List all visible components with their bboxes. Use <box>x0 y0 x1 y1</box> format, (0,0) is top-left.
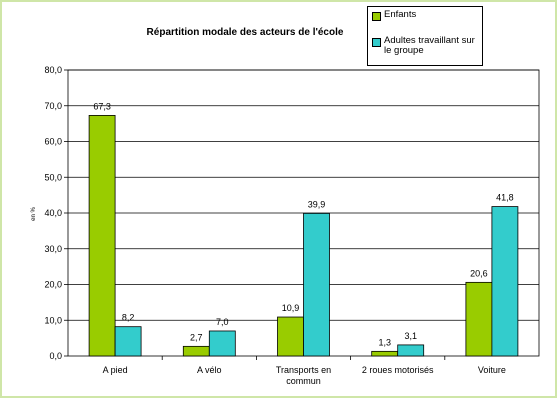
y-tick-label: 10,0 <box>44 315 62 325</box>
data-label: 41,8 <box>496 193 514 203</box>
legend-label-adultes: Adultes travaillant sur le groupe <box>384 36 484 56</box>
x-tick-label: Transports en <box>276 365 331 375</box>
bar <box>209 331 235 356</box>
y-tick-label: 30,0 <box>44 244 62 254</box>
data-label: 39,9 <box>308 199 326 209</box>
data-label: 8,2 <box>122 313 135 323</box>
bar <box>466 282 492 356</box>
legend-swatch-adultes <box>372 38 381 47</box>
x-tick-label: commun <box>286 376 321 386</box>
bar <box>372 351 398 356</box>
bar <box>304 213 330 356</box>
x-tick-label: A vélo <box>197 365 222 375</box>
y-axis-label: en % <box>31 207 37 221</box>
data-label: 67,3 <box>93 101 111 111</box>
chart-title: Répartition modale des acteurs de l'écol… <box>147 27 344 38</box>
data-label: 3,1 <box>404 331 417 341</box>
bar <box>183 346 209 356</box>
data-label: 7,0 <box>216 317 229 327</box>
y-tick-label: 80,0 <box>44 65 62 75</box>
legend-item-adultes: Adultes travaillant sur le groupe <box>372 36 484 56</box>
plot-area: 0,0 10,0 20,0 30,0 40,0 50,0 60,0 70,0 80,0 67,3 8… <box>44 65 539 386</box>
y-tick-label: 60,0 <box>44 137 62 147</box>
legend-label-enfants: Enfants <box>384 10 484 20</box>
x-tick-label: Voiture <box>478 365 506 375</box>
x-tick-label: 2 roues motorisés <box>362 365 434 375</box>
data-label: 1,3 <box>378 337 391 347</box>
legend-item-enfants: Enfants <box>372 10 484 21</box>
y-tick-label: 70,0 <box>44 101 62 111</box>
x-tick-label: A pied <box>103 365 128 375</box>
bar <box>115 327 141 356</box>
y-tick-label: 20,0 <box>44 280 62 290</box>
bar <box>492 207 518 356</box>
legend: Enfants Adultes travaillant sur le group… <box>367 6 483 66</box>
y-tick-label: 0,0 <box>49 351 62 361</box>
data-label: 2,7 <box>190 332 203 342</box>
y-tick-label: 40,0 <box>44 208 62 218</box>
bar <box>278 317 304 356</box>
bar <box>398 345 424 356</box>
data-label: 10,9 <box>282 303 300 313</box>
data-label: 20,6 <box>470 268 488 278</box>
legend-swatch-enfants <box>372 12 381 21</box>
bar <box>89 115 115 356</box>
y-tick-label: 50,0 <box>44 172 62 182</box>
